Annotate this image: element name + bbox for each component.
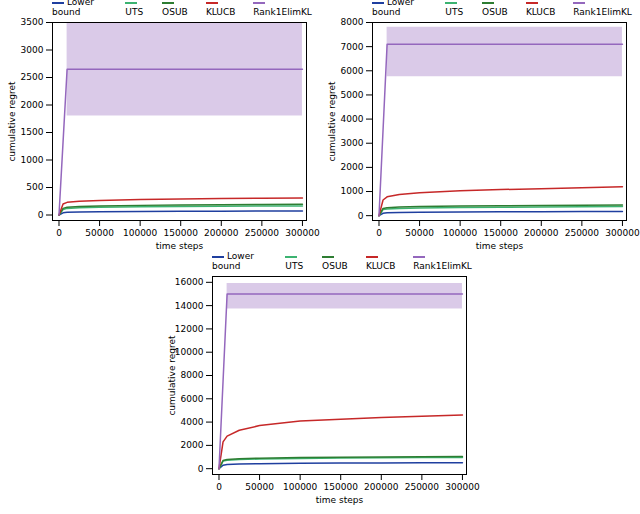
- svg-text:cumulative regret: cumulative regret: [7, 81, 17, 162]
- svg-text:0: 0: [376, 228, 382, 238]
- svg-text:200000: 200000: [204, 228, 239, 238]
- html-text:OSUB: OSUB: [482, 7, 508, 17]
- html-text:Rank1ElimKL: Rank1ElimKL: [573, 7, 632, 17]
- svg-text:6000: 6000: [181, 394, 204, 404]
- svg-text:500: 500: [26, 182, 43, 192]
- svg-text:200000: 200000: [524, 228, 559, 238]
- html-text:OSUB: OSUB: [162, 7, 188, 17]
- html-text:KLUCB: KLUCB: [205, 7, 236, 17]
- svg-text:2000: 2000: [181, 440, 204, 450]
- svg-text:0: 0: [56, 228, 62, 238]
- svg-text:time steps: time steps: [156, 241, 204, 251]
- html-text:KLUCB: KLUCB: [525, 7, 556, 17]
- html-text:Rank1ElimKL: Rank1ElimKL: [253, 7, 312, 17]
- svg-text:0: 0: [38, 210, 44, 220]
- svg-text:50000: 50000: [405, 228, 434, 238]
- svg-text:1500: 1500: [21, 127, 44, 137]
- svg-text:time steps: time steps: [476, 241, 524, 251]
- svg-text:2500: 2500: [21, 72, 44, 82]
- svg-text:time steps: time steps: [316, 495, 364, 505]
- svg-text:0: 0: [198, 464, 204, 474]
- svg-text:cumulative regret: cumulative regret: [327, 81, 337, 162]
- html-text:KLUCB: KLUCB: [365, 261, 396, 271]
- svg-text:2000: 2000: [21, 100, 44, 110]
- svg-text:6000: 6000: [341, 66, 364, 76]
- svg-text:3000: 3000: [21, 45, 44, 55]
- svg-text:5000: 5000: [341, 90, 364, 100]
- svg-text:8000: 8000: [181, 370, 204, 380]
- svg-text:100000: 100000: [283, 482, 318, 492]
- svg-text:10000: 10000: [175, 347, 204, 357]
- svg-text:12000: 12000: [175, 324, 204, 334]
- svg-text:250000: 250000: [565, 228, 600, 238]
- html-text:UTS: UTS: [125, 7, 144, 17]
- html-text:UTS: UTS: [445, 7, 464, 17]
- svg-text:50000: 50000: [245, 482, 274, 492]
- svg-text:300000: 300000: [605, 228, 640, 238]
- svg-text:4000: 4000: [181, 417, 204, 427]
- html-text:Rank1ElimKL: Rank1ElimKL: [413, 261, 472, 271]
- svg-text:8000: 8000: [341, 17, 364, 27]
- svg-text:300000: 300000: [445, 482, 480, 492]
- svg-text:cumulative regret: cumulative regret: [167, 335, 177, 416]
- svg-text:150000: 150000: [164, 228, 199, 238]
- html-text:UTS: UTS: [285, 261, 304, 271]
- svg-text:100000: 100000: [123, 228, 158, 238]
- svg-text:1000: 1000: [21, 155, 44, 165]
- svg-text:0: 0: [216, 482, 222, 492]
- svg-text:200000: 200000: [364, 482, 399, 492]
- svg-text:3000: 3000: [341, 138, 364, 148]
- svg-text:100000: 100000: [443, 228, 478, 238]
- html-text:Lower bound: Lower bound: [212, 251, 254, 271]
- svg-text:250000: 250000: [245, 228, 280, 238]
- svg-text:300000: 300000: [285, 228, 320, 238]
- svg-text:3500: 3500: [21, 17, 44, 27]
- svg-text:14000: 14000: [175, 300, 204, 310]
- svg-text:1000: 1000: [341, 186, 364, 196]
- svg-text:150000: 150000: [324, 482, 359, 492]
- svg-text:0: 0: [358, 211, 364, 221]
- svg-text:7000: 7000: [341, 42, 364, 52]
- svg-text:16000: 16000: [175, 277, 204, 287]
- svg-text:4000: 4000: [341, 114, 364, 124]
- html-text:OSUB: OSUB: [322, 261, 348, 271]
- svg-text:150000: 150000: [484, 228, 519, 238]
- svg-text:50000: 50000: [85, 228, 114, 238]
- svg-text:250000: 250000: [405, 482, 440, 492]
- svg-text:2000: 2000: [341, 162, 364, 172]
